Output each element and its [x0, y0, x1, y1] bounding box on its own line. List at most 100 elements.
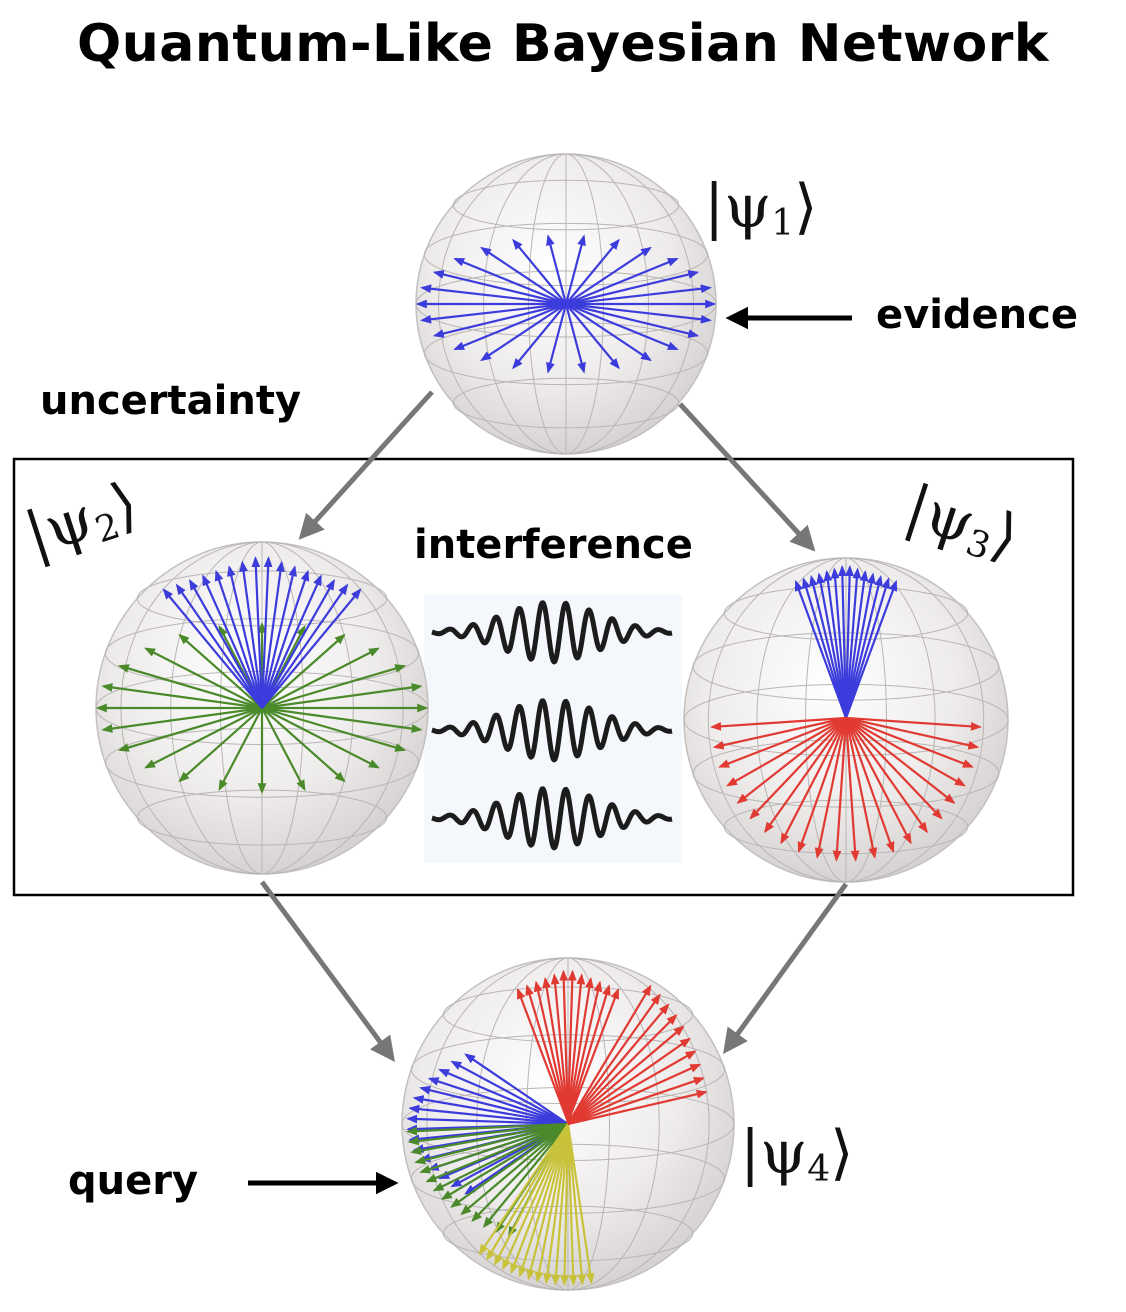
state-vector — [512, 303, 567, 370]
state-vector — [450, 1060, 569, 1125]
state-vector — [432, 270, 567, 306]
state-vector — [710, 716, 847, 731]
state-vector — [482, 1123, 569, 1228]
state-vector — [718, 716, 847, 768]
state-vector — [261, 583, 349, 709]
state-vector — [567, 1003, 670, 1125]
state-vector — [450, 1123, 569, 1208]
state-vector — [844, 717, 878, 859]
state-vector — [794, 579, 848, 719]
state-vector — [494, 1123, 569, 1266]
state-vector — [565, 246, 652, 305]
state-vector — [478, 1123, 569, 1256]
state-vector — [432, 302, 567, 338]
state-vector — [749, 717, 847, 820]
network-edges — [259, 390, 849, 1063]
state-vector — [526, 1123, 570, 1281]
state-vector — [261, 579, 335, 709]
state-vector — [261, 707, 346, 783]
state-vector — [845, 717, 943, 820]
state-vector — [440, 1123, 569, 1200]
state-vector — [816, 572, 848, 719]
state-vector — [251, 556, 264, 709]
state-vector — [567, 1063, 702, 1126]
interference-label: interference — [414, 522, 693, 568]
interference-waves — [430, 600, 674, 851]
state-vector — [567, 1050, 697, 1125]
state-vector — [533, 980, 570, 1123]
state-vector — [797, 717, 848, 854]
evidence-label: evidence — [876, 292, 1078, 338]
state-vector — [420, 284, 567, 306]
state-vector — [565, 303, 652, 362]
state-vector — [518, 1123, 570, 1278]
state-vector — [830, 567, 848, 719]
state-vector — [189, 579, 263, 709]
state-vector — [525, 984, 570, 1123]
state-vector — [802, 577, 848, 719]
state-vector — [502, 1123, 570, 1271]
state-vector — [844, 574, 883, 719]
state-vector — [512, 238, 567, 305]
state-vector — [261, 706, 423, 733]
state-vector — [543, 1123, 570, 1285]
ket-psi1-close: ⟩ — [794, 172, 818, 242]
state-vector — [453, 257, 567, 306]
state-vector — [414, 1122, 569, 1165]
state-vector — [425, 1122, 569, 1183]
state-vector — [534, 1123, 570, 1283]
state-vector — [144, 707, 263, 769]
state-vector — [845, 717, 912, 845]
state-vector — [726, 717, 847, 787]
state-vector — [712, 716, 847, 750]
state-vector — [260, 556, 273, 709]
state-vector — [412, 1095, 569, 1126]
state-vector — [565, 257, 679, 306]
state-vector — [844, 577, 890, 719]
state-vector — [464, 1053, 569, 1125]
state-vector — [845, 716, 974, 768]
state-vector — [844, 569, 869, 719]
state-vector — [410, 1122, 569, 1155]
edge-psi2-psi4 — [259, 880, 395, 1063]
state-vector — [566, 976, 594, 1123]
state-vector — [117, 706, 263, 752]
state-vector — [202, 574, 264, 709]
state-vector — [427, 1077, 569, 1126]
state-vector — [419, 1122, 569, 1174]
edge-psi1-psi3 — [678, 402, 816, 552]
edge-psi3-psi4 — [723, 882, 849, 1055]
interference-frame — [12, 457, 1075, 897]
state-vector — [261, 707, 306, 792]
state-vector — [175, 583, 263, 709]
state-vector — [567, 1037, 692, 1125]
state-vector — [261, 706, 407, 752]
state-vector — [832, 717, 848, 862]
state-vector — [564, 303, 586, 374]
state-vector — [844, 565, 855, 719]
state-vector — [567, 1025, 685, 1125]
state-vector — [565, 302, 712, 324]
state-vector — [823, 569, 848, 719]
state-vector — [260, 574, 322, 709]
state-vector — [480, 303, 567, 362]
state-vector — [566, 1123, 595, 1285]
state-vector — [844, 717, 860, 862]
state-vector — [845, 716, 982, 731]
state-vector — [780, 717, 847, 845]
state-vector — [844, 567, 862, 719]
state-vector — [844, 717, 895, 854]
state-vector — [845, 717, 956, 804]
state-vector — [178, 633, 263, 709]
state-vector — [567, 1089, 708, 1126]
state-vector — [516, 987, 570, 1123]
state-vector — [480, 246, 567, 305]
state-vector — [550, 973, 570, 1123]
bloch-sphere-psi1 — [415, 153, 717, 455]
state-vector — [101, 683, 263, 710]
state-vector — [845, 716, 980, 750]
uncertainty-label: uncertainty — [40, 378, 302, 424]
bloch-sphere-psi2 — [95, 541, 429, 875]
ket-psi4-index: 4 — [807, 1149, 831, 1190]
